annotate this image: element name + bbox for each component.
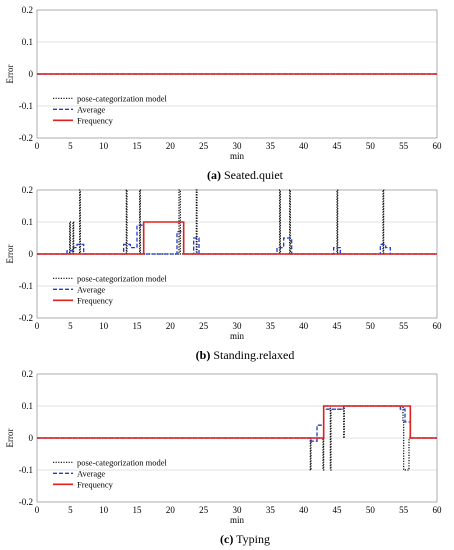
x-tick-label: 10 — [99, 141, 109, 151]
x-tick-label: 30 — [233, 321, 243, 331]
y-axis-label: Error — [5, 65, 15, 84]
y-tick-label: -0.1 — [19, 465, 33, 475]
y-tick-label: 0.1 — [22, 37, 33, 47]
x-tick-label: 35 — [266, 505, 276, 515]
legend-label: Frequency — [77, 295, 114, 305]
legend-label: pose-categorization model — [77, 457, 168, 467]
x-tick-label: 45 — [333, 505, 343, 515]
x-tick-label: 50 — [366, 505, 376, 515]
legend-label: pose-categorization model — [77, 273, 168, 283]
y-tick-label: 0.1 — [22, 217, 33, 227]
series-line-dotted — [37, 189, 437, 255]
chart-panel: 0.20.10-0.1-0.20 5 10 15 20 25 30 35 40 45 50 55 60m… — [5, 369, 442, 546]
x-tick-label: 25 — [199, 321, 209, 331]
x-tick-label: 15 — [133, 321, 143, 331]
x-tick-label: 50 — [366, 141, 376, 151]
y-tick-label: -0.2 — [19, 497, 33, 507]
y-axis-label: Error — [5, 429, 15, 448]
y-tick-label: -0.1 — [19, 281, 33, 291]
x-tick-label: 35 — [266, 321, 276, 331]
legend-label: Frequency — [77, 115, 114, 125]
panel-caption: (a) Seated.quiet — [207, 168, 284, 182]
x-tick-label: 30 — [233, 505, 243, 515]
x-tick-label: 30 — [233, 141, 243, 151]
x-tick-label: 40 — [299, 321, 309, 331]
x-tick-label: 60 — [433, 505, 443, 515]
panel-caption-label: (b) — [196, 348, 211, 362]
panel-caption-label: (a) — [207, 168, 221, 182]
x-tick-label: 0 — [35, 505, 40, 515]
series-line-solid — [37, 405, 437, 439]
x-tick-label: 55 — [399, 505, 409, 515]
x-tick-label: 35 — [266, 141, 276, 151]
panel-caption-text: Seated.quiet — [221, 168, 284, 182]
y-tick-label: 0.2 — [22, 369, 33, 379]
x-tick-label: 0 — [35, 141, 40, 151]
panel-caption: (b) Standing.relaxed — [196, 348, 295, 362]
x-tick-label: 20 — [166, 505, 176, 515]
x-tick-label: 40 — [299, 141, 309, 151]
y-tick-label: 0.2 — [22, 185, 33, 195]
x-tick-label: 45 — [333, 141, 343, 151]
x-tick-label: 55 — [399, 321, 409, 331]
legend-label: Average — [77, 468, 105, 478]
series-line-dashed — [37, 224, 437, 255]
x-tick-label: 50 — [366, 321, 376, 331]
x-tick-label: 15 — [133, 505, 143, 515]
x-tick-label: 60 — [433, 321, 443, 331]
legend-label: pose-categorization model — [77, 93, 168, 103]
chart-panel: 0.20.10-0.1-0.20 5 10 15 20 25 30 35 40 45 50 55 60m… — [5, 185, 442, 362]
x-axis-label: min — [230, 151, 245, 161]
x-tick-label: 10 — [99, 321, 109, 331]
series-line-solid — [37, 221, 437, 255]
legend-label: Frequency — [77, 479, 114, 489]
y-tick-label: 0.2 — [22, 5, 33, 15]
y-tick-label: 0.1 — [22, 401, 33, 411]
y-tick-label: 0 — [29, 69, 34, 79]
x-tick-label: 40 — [299, 505, 309, 515]
chart-panel: 0.20.10-0.1-0.20 5 10 15 20 25 30 35 40 45 50 55 60m… — [5, 5, 442, 182]
y-tick-label: -0.2 — [19, 313, 33, 323]
y-axis-label: Error — [5, 245, 15, 264]
series-line-dashed — [37, 405, 437, 442]
panel-caption: (c) Typing — [220, 532, 270, 546]
y-tick-label: 0 — [29, 249, 34, 259]
x-axis-label: min — [230, 515, 245, 525]
x-tick-label: 5 — [68, 505, 73, 515]
legend-label: Average — [77, 104, 105, 114]
x-tick-label: 20 — [166, 141, 176, 151]
x-tick-label: 5 — [68, 321, 73, 331]
x-tick-label: 60 — [433, 141, 443, 151]
x-tick-label: 0 — [35, 321, 40, 331]
x-tick-label: 15 — [133, 141, 143, 151]
x-tick-label: 10 — [99, 505, 109, 515]
x-tick-label: 5 — [68, 141, 73, 151]
x-tick-label: 45 — [333, 321, 343, 331]
x-tick-label: 25 — [199, 141, 209, 151]
panel-caption-text: Typing — [233, 532, 270, 546]
panel-caption-text: Standing.relaxed — [210, 348, 294, 362]
x-tick-label: 25 — [199, 505, 209, 515]
x-axis-label: min — [230, 331, 245, 341]
y-tick-label: -0.1 — [19, 101, 33, 111]
y-tick-label: -0.2 — [19, 133, 33, 143]
x-tick-label: 20 — [166, 321, 176, 331]
panel-caption-label: (c) — [220, 532, 233, 546]
legend-label: Average — [77, 284, 105, 294]
x-tick-label: 55 — [399, 141, 409, 151]
y-tick-label: 0 — [29, 433, 34, 443]
